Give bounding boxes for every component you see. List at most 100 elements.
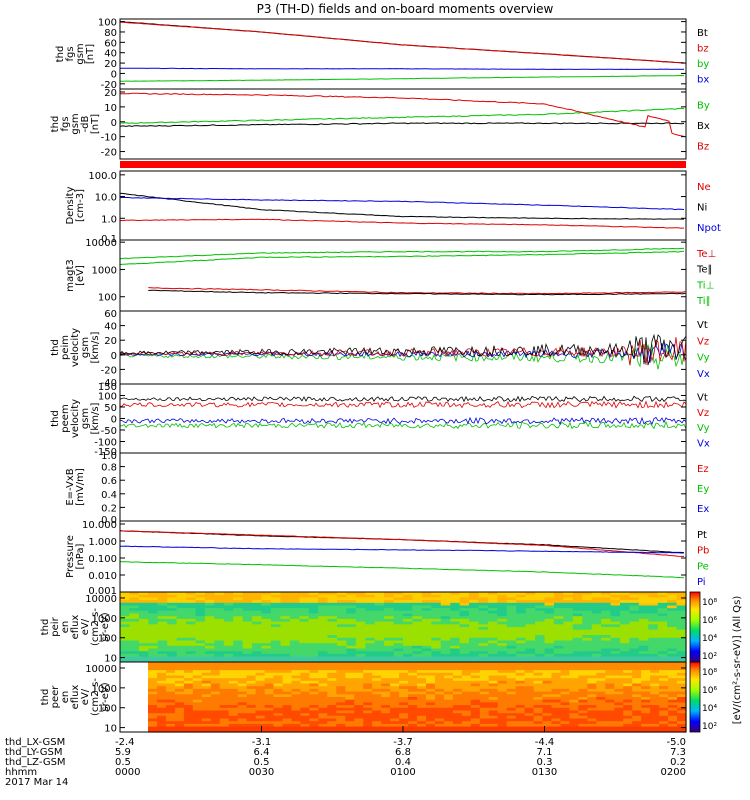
spectrogram-cell <box>553 643 564 647</box>
spectrogram-cell <box>596 718 606 722</box>
spectrogram-cell <box>186 645 196 650</box>
series-Vt-line <box>119 333 687 366</box>
spectrogram-cell <box>620 592 630 596</box>
spectrogram-cell <box>596 723 606 728</box>
spectrogram-cell <box>176 640 187 644</box>
spectrogram-cell <box>354 697 364 701</box>
spectrogram-cell <box>214 648 225 652</box>
spectrogram-cell <box>403 653 413 658</box>
spectrogram-cell <box>623 713 633 717</box>
spectrogram-cell <box>605 691 615 695</box>
series-Vt-line <box>119 395 687 403</box>
y-axis-label: [nT] <box>85 44 96 64</box>
spectrogram-cell <box>204 594 215 598</box>
spectrogram-cell <box>426 662 436 666</box>
spectrogram-cell <box>578 729 588 733</box>
spectrogram-cell <box>605 710 615 714</box>
spectrogram-cell <box>345 667 355 671</box>
spectrogram-cell <box>596 688 606 693</box>
spectrogram-cell <box>533 718 544 722</box>
spectrogram-cell <box>614 688 624 693</box>
spectrogram-cell <box>506 610 517 615</box>
series-Pe-line <box>119 561 685 579</box>
spectrogram-cell <box>318 680 328 685</box>
spectrogram-cell <box>553 618 564 623</box>
spectrogram-cell <box>452 723 463 728</box>
spectrogram-cell <box>176 653 187 658</box>
spectrogram-cell <box>195 627 206 631</box>
spectrogram-cell <box>233 627 244 631</box>
spectrogram-cell <box>237 662 248 666</box>
spectrogram-cell <box>587 713 597 717</box>
spectrogram-cell <box>632 699 642 703</box>
spectrogram-cell <box>355 632 366 636</box>
spectrogram-cell <box>668 723 678 728</box>
spectrogram-cell <box>246 667 257 671</box>
spectrogram-cell <box>417 729 427 733</box>
spectrogram-cell <box>233 645 244 650</box>
spectrogram-cell <box>183 662 194 666</box>
spectrogram-cell <box>327 616 338 620</box>
spectrogram-cell <box>346 632 357 636</box>
spectrogram-cell <box>157 643 168 647</box>
spectrogram-cell <box>299 600 310 604</box>
spectrogram-cell <box>650 710 660 714</box>
spectrogram-cell <box>195 643 206 647</box>
spectrogram-cell <box>318 718 328 722</box>
spectrogram-cell <box>601 643 612 647</box>
spectrogram-cell <box>165 729 176 733</box>
spectrogram-cell <box>157 726 167 730</box>
spectrogram-cell <box>459 635 470 639</box>
spectrogram-cell <box>399 691 409 695</box>
spectrogram-cell <box>390 672 400 677</box>
spectrogram-cell <box>614 675 624 679</box>
spectrogram-cell <box>120 594 130 598</box>
spectrogram-cell <box>372 707 382 712</box>
spectrogram-cell <box>632 686 642 690</box>
spectrogram-cell <box>252 608 263 612</box>
spectrogram-cell <box>355 616 366 620</box>
spectrogram-cell <box>204 610 215 615</box>
spectrogram-cell <box>308 594 319 598</box>
spectrogram-cell <box>421 600 432 604</box>
spectrogram-cell <box>469 635 479 639</box>
panel-frame <box>119 383 687 454</box>
spectrogram-cell <box>553 608 564 612</box>
spectrogram-cell <box>393 597 404 601</box>
spectrogram-cell <box>246 680 257 685</box>
spectrogram-cell <box>374 637 385 642</box>
spectrogram-cell <box>176 651 187 655</box>
spectrogram-cell <box>228 707 239 712</box>
spectrogram-cell <box>582 656 593 660</box>
spectrogram-cell <box>497 686 508 690</box>
spectrogram-cell <box>264 694 275 698</box>
spectrogram-cell <box>308 640 319 644</box>
spectrogram-cell <box>450 629 461 633</box>
spectrogram-cell <box>412 613 423 617</box>
spectrogram-cell <box>605 688 615 693</box>
spectrogram-cell <box>569 683 579 687</box>
spectrogram-cell <box>242 635 253 639</box>
spectrogram-cell <box>214 602 225 607</box>
spectrogram-cell <box>648 594 659 598</box>
x-row-value: 0.3 <box>537 757 553 768</box>
spectrogram-cell <box>632 691 642 695</box>
spectrogram-cell <box>582 640 593 644</box>
spectrogram-cell <box>282 723 293 728</box>
spectrogram-cell <box>578 718 588 722</box>
spectrogram-cell <box>399 680 409 685</box>
spectrogram-cell <box>403 621 413 625</box>
spectrogram-cell <box>421 637 432 642</box>
spectrogram-cell <box>201 715 212 720</box>
spectrogram-cell <box>327 632 338 636</box>
spectrogram-cell <box>443 688 454 693</box>
spectrogram-cell <box>336 710 346 714</box>
spectrogram-cell <box>390 699 400 703</box>
spectrogram-cell <box>506 605 517 609</box>
y-axis-label: fgs <box>60 116 71 131</box>
spectrogram-cell <box>223 648 234 652</box>
spectrogram-cell <box>478 651 489 655</box>
spectrogram-cell <box>487 651 498 655</box>
legend-Te∥: Te∥ <box>696 265 713 276</box>
spectrogram-cell <box>659 675 669 679</box>
